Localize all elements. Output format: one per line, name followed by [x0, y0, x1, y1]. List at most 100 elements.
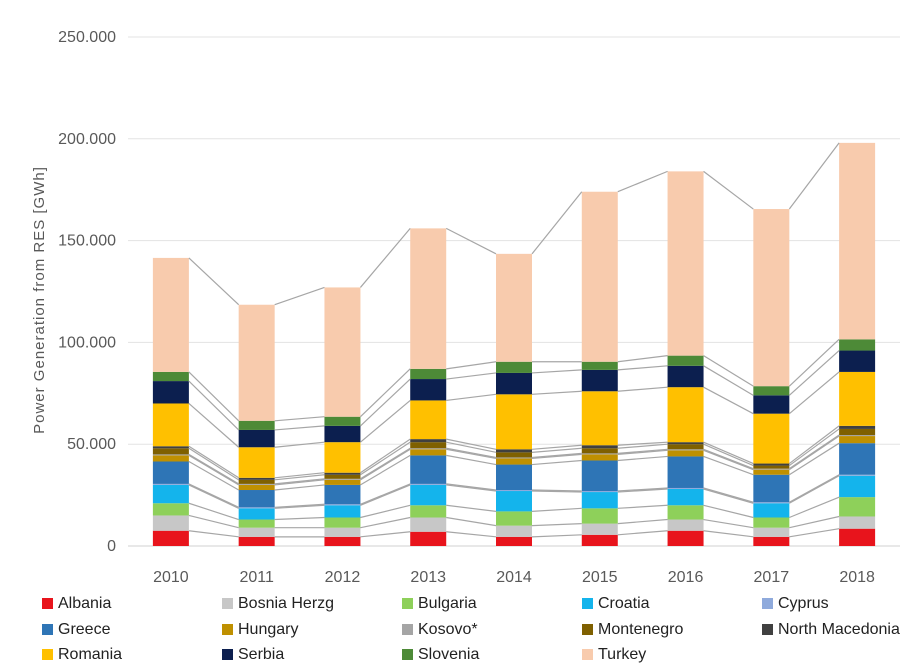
bar-segment [496, 458, 532, 464]
series-line [618, 531, 668, 535]
series-line [275, 426, 325, 430]
bar-segment [153, 485, 189, 503]
bar-segment [410, 448, 446, 449]
x-tick-label: 2018 [839, 569, 875, 586]
bar-segment [582, 453, 618, 454]
legend-swatch [762, 598, 773, 609]
bar-segment [410, 449, 446, 455]
bar-segment [239, 478, 275, 480]
legend-swatch [582, 649, 593, 660]
series-line [189, 455, 239, 485]
bar-segment [753, 528, 789, 537]
bar-segment [839, 426, 875, 429]
bar-segment [839, 429, 875, 435]
series-line [360, 228, 410, 287]
series-line [189, 403, 239, 447]
bar-segment [753, 464, 789, 466]
bar-segment [582, 491, 618, 492]
legend-label: Bosnia Herzg [238, 595, 334, 612]
y-axis-title: Power Generation from RES [GWh] [31, 166, 48, 434]
x-tick-label: 2014 [496, 569, 532, 586]
bar-segment [839, 516, 875, 528]
bar-segment [410, 505, 446, 517]
y-axis: 050.000100.000150.000200.000250.000 [58, 29, 116, 555]
bar-segment [839, 435, 875, 436]
bar-segment [239, 421, 275, 430]
series-line [532, 508, 582, 511]
series-line [446, 228, 496, 253]
bar-segment [839, 372, 875, 426]
x-tick-label: 2017 [754, 569, 790, 586]
series-line [275, 442, 325, 447]
bar-segment [324, 537, 360, 546]
legend-item: Montenegro [582, 621, 683, 638]
series-line [532, 370, 582, 373]
bar-segment [582, 448, 618, 453]
legend-label: Kosovo* [418, 621, 478, 638]
bar-segment [410, 455, 446, 484]
bar-segment [496, 373, 532, 394]
series-line [789, 339, 839, 386]
bar-segment [239, 508, 275, 519]
series-line [189, 258, 239, 305]
bar-segment [324, 426, 360, 442]
bar-segment [153, 462, 189, 484]
bar-segment [324, 479, 360, 480]
bar-segment [668, 444, 704, 449]
series-line [704, 489, 754, 503]
bar-segment [496, 254, 532, 362]
legend-swatch [402, 649, 413, 660]
bar-segment [753, 414, 789, 464]
series-line [704, 531, 754, 537]
y-tick-label: 200.000 [58, 131, 116, 148]
series-line [189, 372, 239, 421]
y-tick-label: 150.000 [58, 233, 116, 250]
bar-segment [239, 537, 275, 546]
bar-segment [153, 258, 189, 372]
legend-swatch [222, 598, 233, 609]
bar-segment [668, 489, 704, 505]
legend-label: Serbia [238, 646, 284, 663]
legend-swatch [402, 598, 413, 609]
bar-segment [410, 369, 446, 379]
legend-item: Serbia [222, 646, 284, 663]
bar-segment [839, 351, 875, 372]
bar-segment [839, 339, 875, 350]
bar-segment [153, 446, 189, 448]
series-line [618, 505, 668, 508]
legend-swatch [42, 598, 53, 609]
legend-item: Greece [42, 621, 111, 638]
bar-segment [239, 447, 275, 478]
bar-segment [410, 442, 446, 448]
bar-segment [839, 443, 875, 475]
bar-segment [153, 381, 189, 403]
bar-segment [496, 537, 532, 546]
bar-segment [496, 490, 532, 491]
legend-item: Kosovo* [402, 621, 478, 638]
series-line [360, 369, 410, 417]
bar-segment [753, 395, 789, 413]
bar-segment [496, 362, 532, 373]
legend-item: Hungary [222, 621, 298, 638]
bar-segment [153, 372, 189, 381]
series-line [360, 517, 410, 527]
bar-segment [668, 456, 704, 488]
series-line [275, 485, 325, 490]
bar-segment [839, 476, 875, 497]
series-line [360, 448, 410, 479]
bar-segment [668, 450, 704, 456]
bar-segment [496, 457, 532, 458]
bar-segment [239, 480, 275, 484]
legend-item: Cyprus [762, 595, 829, 612]
bar-segment [839, 497, 875, 516]
bar-segment [582, 445, 618, 448]
bar-segment [239, 484, 275, 485]
x-tick-label: 2016 [668, 569, 704, 586]
bar-segment [410, 484, 446, 485]
series-line [789, 351, 839, 396]
bar-segment [324, 528, 360, 537]
bar-segment [496, 394, 532, 449]
series-line [704, 488, 754, 502]
bar-segment [668, 488, 704, 489]
series-line [446, 362, 496, 369]
